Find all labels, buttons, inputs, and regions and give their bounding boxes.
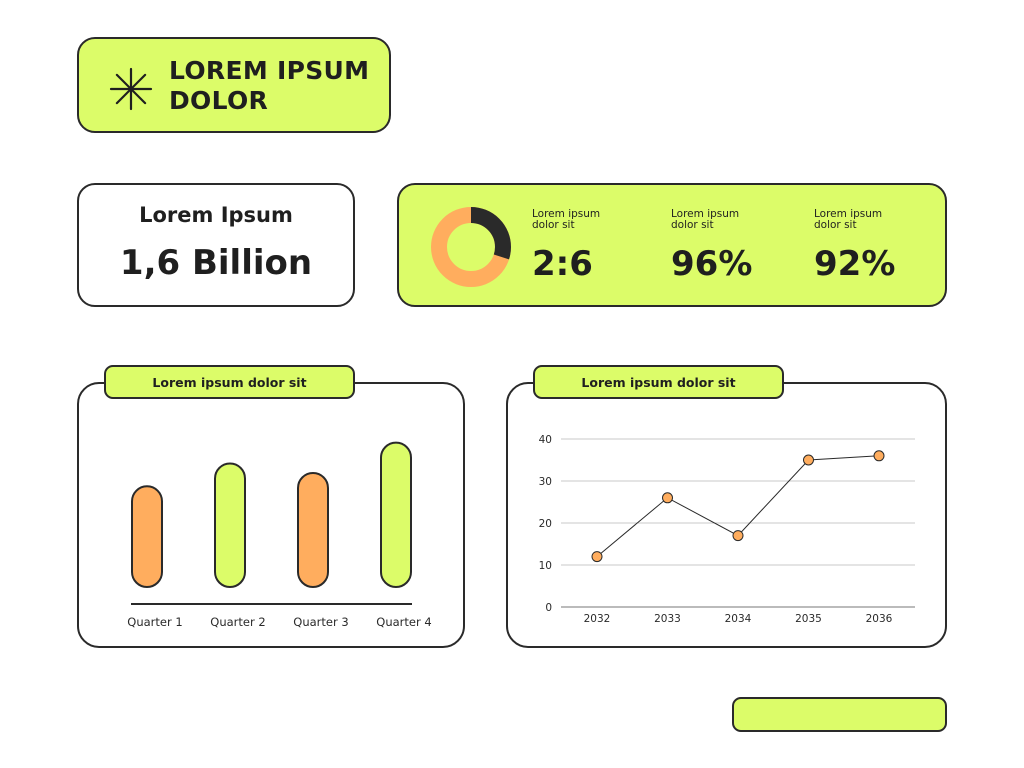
bar-x-tick-label: Quarter 1 xyxy=(127,615,182,629)
bar-1 xyxy=(131,485,163,588)
footer-bar xyxy=(732,697,947,732)
bar-x-tick-label: Quarter 2 xyxy=(210,615,265,629)
metric-label: Lorem ipsum dolor sit xyxy=(814,208,883,231)
metric-label: Lorem ipsum dolor sit xyxy=(532,208,601,231)
y-tick-label: 30 xyxy=(539,476,552,488)
donut-filled-segment xyxy=(431,207,511,287)
bar-3 xyxy=(297,472,329,588)
asterisk-icon xyxy=(109,67,153,111)
y-tick-label: 20 xyxy=(539,518,552,530)
x-tick-label: 2034 xyxy=(725,613,752,625)
x-tick-label: 2032 xyxy=(584,613,611,625)
stat-value: 1,6 Billion xyxy=(119,243,313,283)
metric-value: 92% xyxy=(814,244,896,284)
metric-label: Lorem ipsum dolor sit xyxy=(671,208,740,231)
data-point xyxy=(591,551,603,563)
x-tick-label: 2035 xyxy=(795,613,822,625)
data-point xyxy=(732,530,744,542)
bar-2 xyxy=(214,462,246,588)
page-title: LOREM IPSUM DOLOR xyxy=(169,56,370,115)
x-tick-label: 2033 xyxy=(654,613,681,625)
x-tick-label: 2036 xyxy=(866,613,893,625)
metric-value: 96% xyxy=(671,244,753,284)
line-chart-title: Lorem ipsum dolor sit xyxy=(533,365,784,399)
stat-card: Lorem Ipsum 1,6 Billion xyxy=(77,183,355,307)
bar-x-tick-label: Quarter 3 xyxy=(293,615,348,629)
stat-label: Lorem Ipsum xyxy=(139,203,293,227)
metric-value: 2:6 xyxy=(532,244,593,284)
line-chart: 0 10 20 30 40 2032 2033 2034 2035 2036 xyxy=(539,434,915,625)
y-tick-label: 40 xyxy=(539,434,552,446)
data-point xyxy=(803,454,814,466)
title-card: LOREM IPSUM DOLOR xyxy=(77,37,391,133)
metric-1: Lorem ipsum dolor sit 2:6 xyxy=(532,208,652,285)
bar-4 xyxy=(380,441,412,588)
metrics-card: Lorem ipsum dolor sit 2:6 Lorem ipsum do… xyxy=(397,183,947,307)
metric-2: Lorem ipsum dolor sit 96% xyxy=(671,208,791,285)
y-tick-label: 10 xyxy=(539,560,552,572)
bar-chart-title: Lorem ipsum dolor sit xyxy=(104,365,355,399)
bar-x-tick-label: Quarter 4 xyxy=(376,615,431,629)
data-point xyxy=(873,450,885,462)
series-line xyxy=(596,455,880,557)
metric-3: Lorem ipsum dolor sit 92% xyxy=(814,208,934,285)
data-point xyxy=(662,492,673,504)
y-tick-label: 0 xyxy=(545,602,552,614)
bar-chart: Quarter 1 Quarter 2 Quarter 3 Quarter 4 xyxy=(127,441,432,629)
line-chart-panel xyxy=(506,382,947,648)
donut-chart xyxy=(431,207,511,287)
